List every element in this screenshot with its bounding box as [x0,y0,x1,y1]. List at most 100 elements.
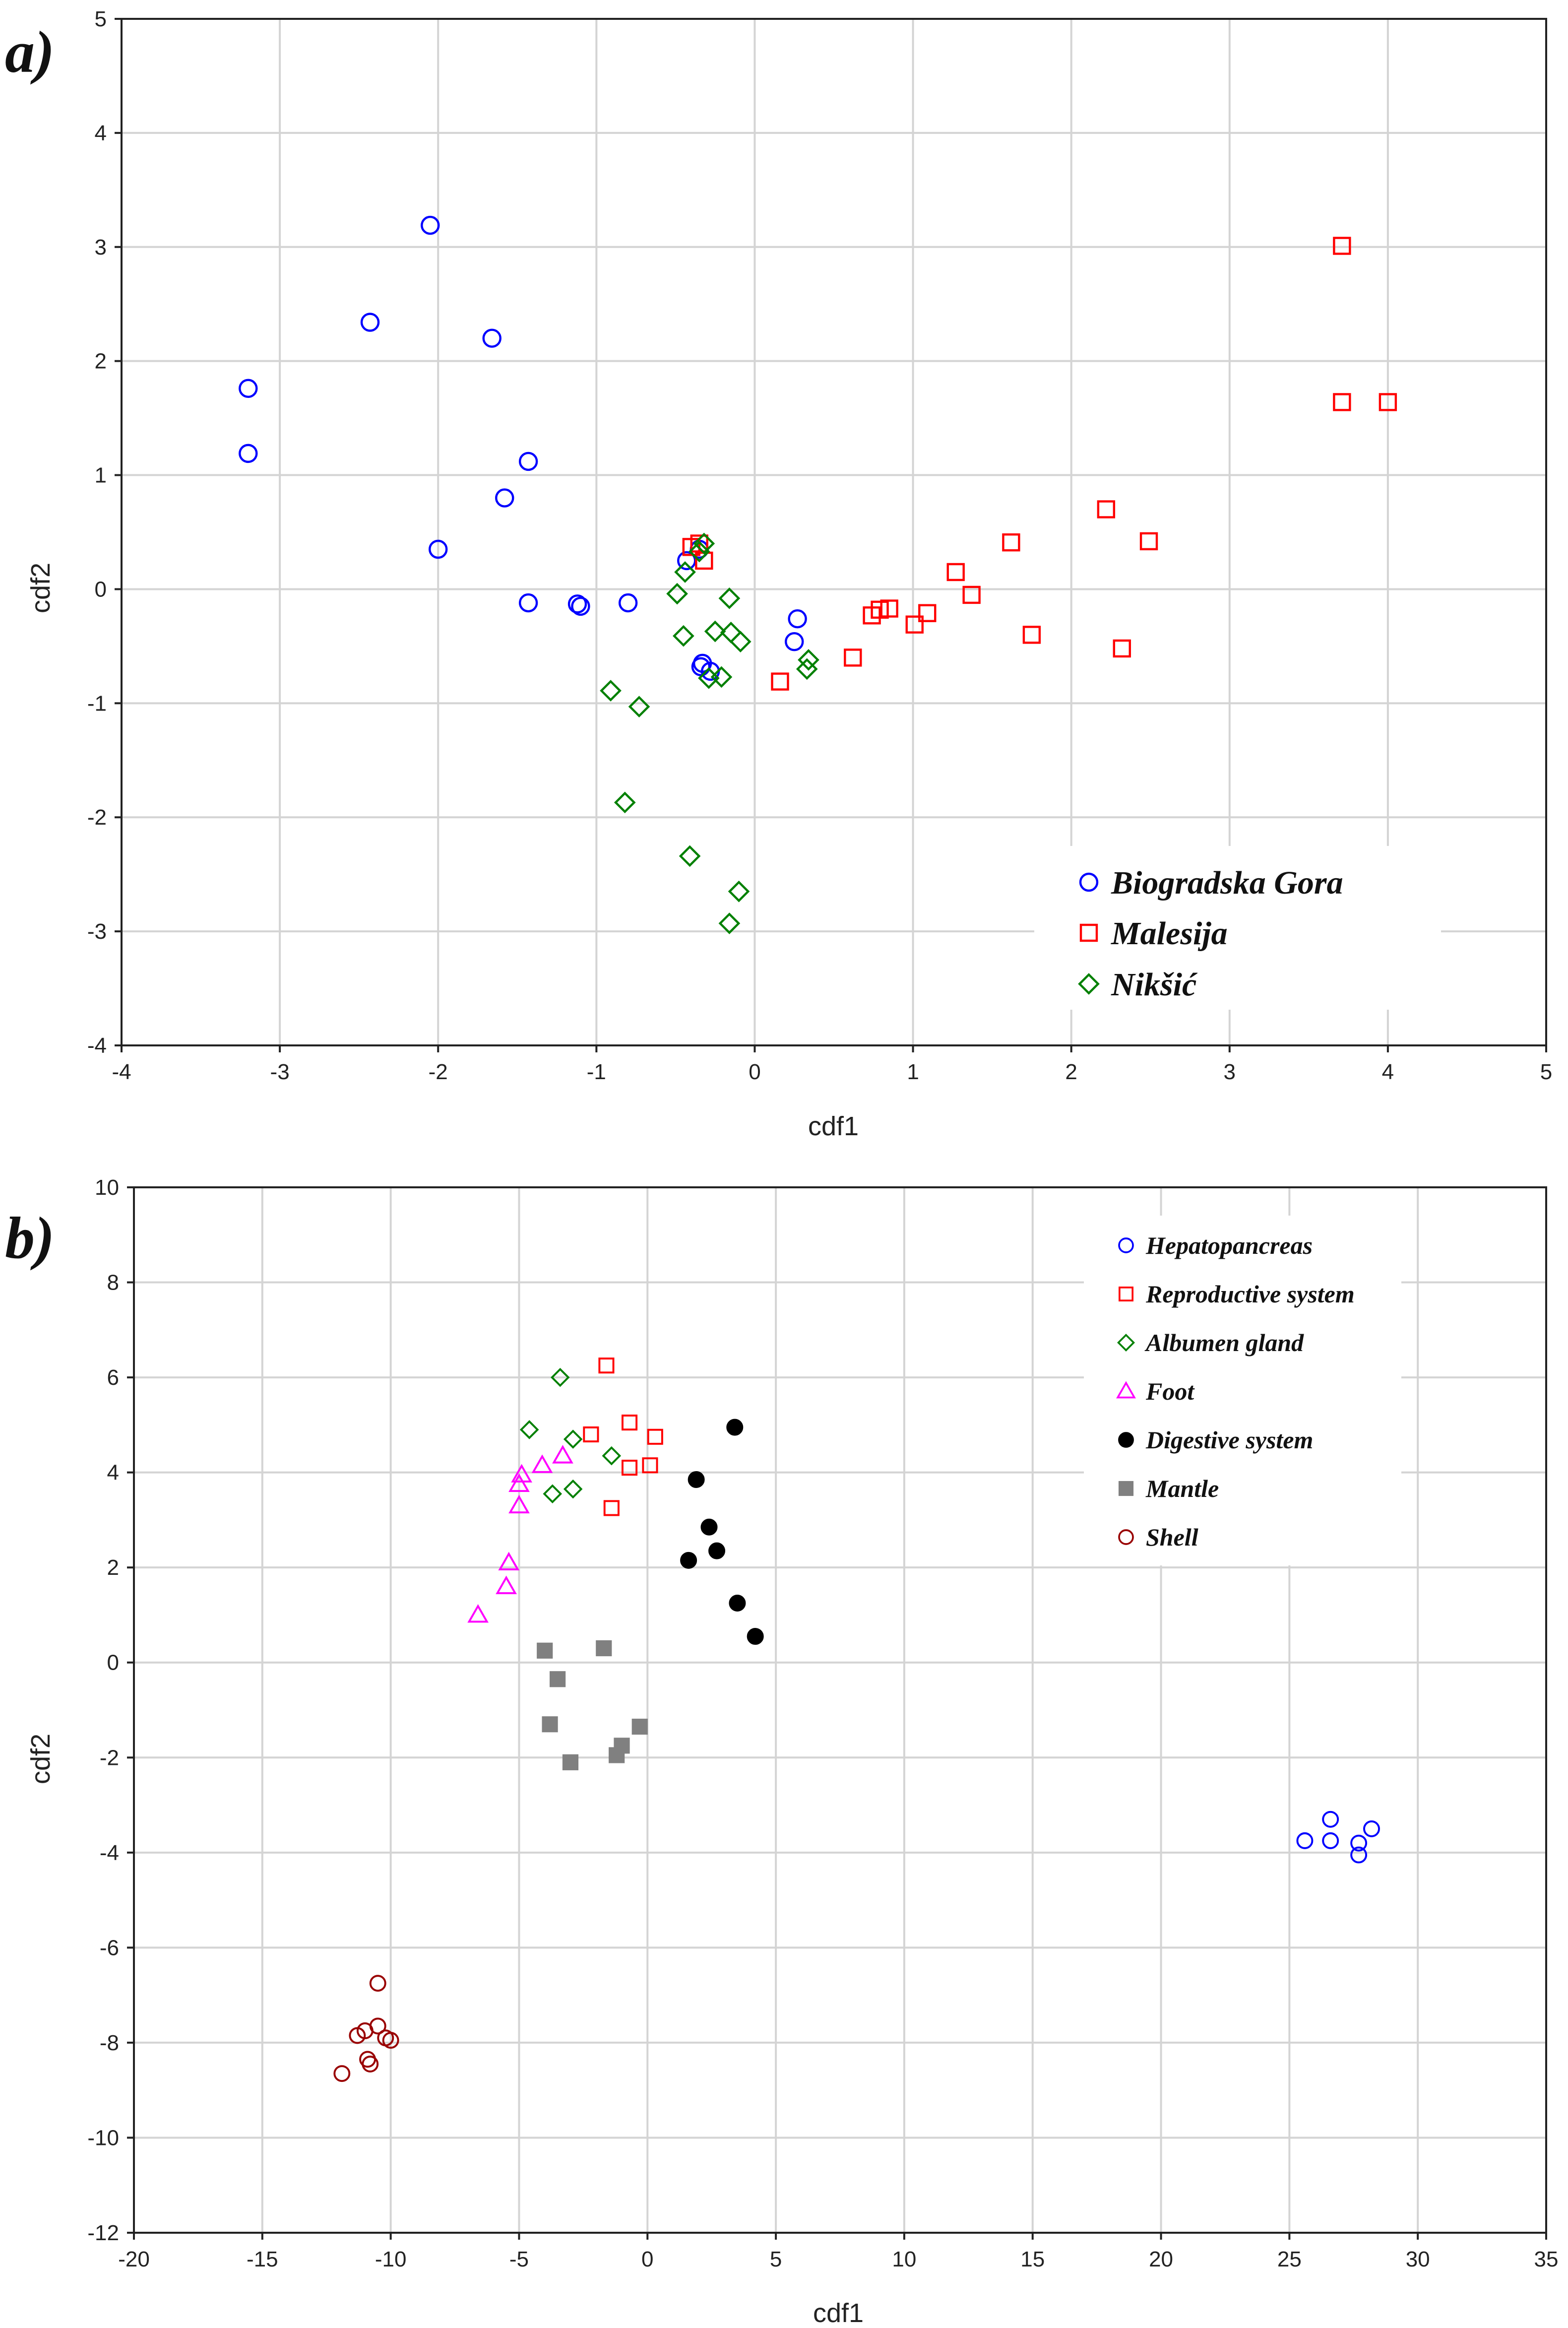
panel-b-series-reproductive-system [583,1358,663,1516]
data-point-hepatopancreas [1322,1832,1339,1849]
data-point-niksic [728,880,750,903]
data-point-biogradska-gora [567,594,587,614]
data-point-biogradska-gora [429,539,448,559]
data-point-malesija [946,563,965,582]
legend-item-digestive-system: Digestive system [1118,1426,1313,1454]
data-point-malesija [1139,532,1158,551]
panel-a-x-tick-label: 0 [749,1060,760,1084]
data-point-albumen-gland [551,1367,570,1387]
data-point-niksic [693,532,715,555]
legend-item-niksic: Nikšić [1078,967,1198,1003]
data-point-malesija [1022,626,1041,644]
panel-b-y-tick-label: 2 [107,1555,119,1580]
panel-b-y-tick-label: 10 [95,1175,119,1200]
panel-a-x-tick-label: -2 [429,1060,448,1084]
panel-b-x-tick-label: 5 [770,2247,782,2271]
data-point-biogradska-gora [571,596,590,616]
panel-a-y-tick-label: -4 [87,1034,107,1058]
legend-marker-shell [1118,1529,1134,1545]
panel-a-plot-frame [121,18,1547,1046]
panel-b-legend: Hepatopancreas Reproductive system Album… [1084,1216,1401,1565]
panel-b-x-tick-label: 10 [892,2247,916,2271]
legend-label-reproductive-system: Reproductive system [1145,1280,1355,1308]
data-point-niksic [674,561,696,583]
panel-b-y-tick-label: -12 [87,2221,119,2245]
data-point-foot [508,1494,530,1514]
panel-b-x-tick-label: 20 [1149,2247,1173,2271]
data-point-digestive-system [726,1419,744,1436]
data-point-biogradska-gora [518,593,538,613]
legend-label-hepatopancreas: Hepatopancreas [1145,1231,1313,1259]
panel-b-series-mantle [537,1640,648,1770]
data-point-reproductive-system [621,1415,638,1431]
panel-b-y-tick-label: -2 [100,1746,119,1770]
data-point-digestive-system [680,1552,697,1569]
data-point-malesija [1333,237,1351,255]
data-point-biogradska-gora [495,488,514,508]
legend-item-biogradska-gora: Biogradska Gora [1079,865,1343,901]
legend-symbol-shell [1118,1529,1134,1545]
panel-b-y-tick-label: 6 [107,1365,119,1390]
data-point-biogradska-gora [482,328,502,348]
data-point-foot [531,1454,553,1473]
panel-b-legend-background [1084,1216,1401,1565]
panel-a-x-tick-label: -3 [270,1060,290,1084]
data-point-reproductive-system [583,1426,599,1443]
panel-a-series-malesija [682,237,1397,691]
panel-b-x-axis-title: cdf1 [813,2298,864,2328]
data-point-malesija [844,648,862,667]
legend-label-foot: Foot [1145,1377,1195,1405]
panel-b-y-tick-label: -8 [100,2031,119,2055]
legend-item-albumen-gland: Albumen gland [1117,1329,1304,1357]
panel-b-x-tick-label: -20 [118,2247,150,2271]
panel-b-label: b) [5,1205,55,1271]
panel-b-x-tick-label: -5 [509,2247,529,2271]
data-point-reproductive-system [642,1457,658,1474]
data-point-reproductive-system [598,1358,615,1374]
data-point-niksic [798,649,819,671]
data-point-shell [349,2027,366,2044]
data-point-biogradska-gora [360,313,380,332]
panel-b-y-tick-label: 8 [107,1271,119,1295]
legend-label-albumen-gland: Albumen gland [1144,1329,1304,1357]
panel-a-x-tick-label: 1 [907,1060,919,1084]
panel-b-x-tick-label: 25 [1277,2247,1302,2271]
data-point-shell [333,2065,351,2082]
data-point-albumen-gland [602,1446,622,1466]
panel-a-y-tick-label: -2 [87,805,107,830]
data-point-shell [382,2032,399,2049]
data-point-biogradska-gora [618,593,638,613]
data-point-foot [508,1473,530,1492]
data-point-biogradska-gora [421,215,440,235]
legend-symbol-hepatopancreas [1118,1237,1134,1253]
legend-item-shell: Shell [1118,1523,1198,1551]
legend-marker-reproductive-system [1119,1287,1133,1301]
legend-symbol-niksic [1078,973,1100,995]
legend-label-malesija: Malesija [1111,915,1228,952]
data-point-mantle [537,1642,553,1659]
data-point-albumen-gland [563,1429,583,1449]
data-point-niksic [600,680,622,702]
data-point-niksic [704,620,726,643]
panel-b-plot-frame [133,1186,1547,2234]
panel-a-y-tick-label: 2 [95,349,107,374]
panel-a-y-tick-label: 1 [95,463,107,488]
panel-a-legend: Biogradska Gora Malesija Nikšić [1034,846,1441,1010]
data-point-foot [498,1552,520,1571]
data-point-biogradska-gora [788,609,807,629]
legend-symbol-albumen-gland [1117,1334,1135,1352]
data-point-niksic [718,587,741,609]
legend-marker-digestive-system [1118,1432,1134,1448]
data-point-albumen-gland [563,1479,583,1499]
panel-b-x-tick-label: 15 [1020,2247,1045,2271]
panel-b-series-shell [333,1975,399,2082]
data-point-niksic [796,658,818,680]
legend-label-mantle: Mantle [1145,1475,1219,1502]
data-point-reproductive-system [621,1460,638,1476]
panel-b-y-tick-label: 0 [107,1651,119,1675]
legend-marker-malesija [1079,923,1098,942]
data-point-niksic [673,625,694,647]
data-point-malesija [962,585,981,604]
panel-a-y-tick-label: -3 [87,919,107,944]
